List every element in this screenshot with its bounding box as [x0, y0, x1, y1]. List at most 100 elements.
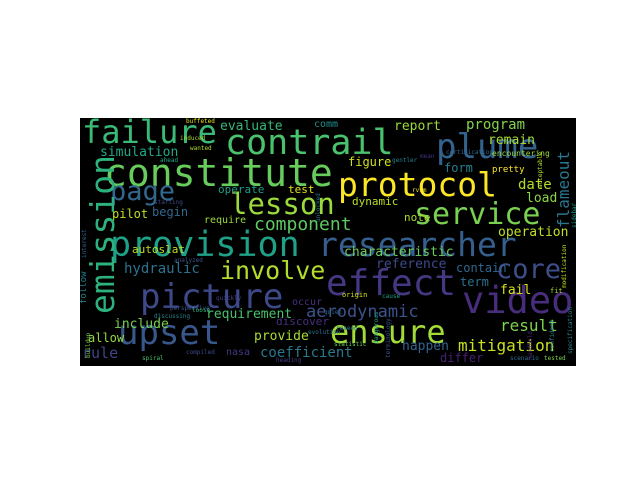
word-protocol: protocol: [338, 165, 497, 204]
word-analyzed: analyzed: [174, 257, 203, 264]
word-contrail: contrail: [225, 123, 394, 163]
word-cloud: failure contrail plume constitute protoc…: [80, 118, 576, 366]
word-requirement: requirement: [206, 307, 293, 322]
word-failure: failure: [82, 118, 217, 151]
word-loose: loose: [192, 307, 211, 314]
word-include: include: [114, 317, 169, 332]
word-interest: interest: [81, 229, 88, 258]
word-scenario: scenario: [510, 355, 539, 362]
word-modification: modification: [561, 244, 568, 288]
word-quickly: quickly: [216, 295, 242, 302]
word-spiral: spiral: [142, 355, 164, 362]
word-nasa: nasa: [226, 347, 251, 358]
word-tested: tested: [544, 355, 566, 362]
word-program: program: [466, 118, 526, 133]
word-discover: discover: [276, 315, 329, 328]
word-ensure: ensure: [330, 313, 446, 351]
word-researcher: researcher: [318, 225, 517, 264]
word-pilot: pilot: [112, 207, 149, 221]
word-dynamic: dynamic: [352, 195, 399, 208]
word-picture: picture: [140, 277, 284, 317]
word-upset: upset: [118, 313, 221, 353]
word-coefficient: coefficient: [260, 345, 353, 361]
word-characteristic: characteristic: [344, 245, 454, 260]
word-sidebar: sidebar: [571, 202, 576, 228]
word-lesson: lesson: [230, 187, 335, 221]
word-simulation: simulation: [100, 145, 179, 160]
word-aerodynamic: aerodynamic: [306, 302, 419, 322]
word-date: date: [518, 177, 552, 193]
word-confident: confident: [549, 319, 556, 352]
word-certification: certification: [446, 149, 493, 156]
word-buffeted: buffeted: [186, 118, 215, 125]
word-mean: mean: [420, 153, 435, 160]
word-fail: fail: [500, 283, 532, 298]
word-induced: induced: [180, 135, 206, 142]
word-test: test: [288, 183, 315, 196]
word-result: result: [500, 316, 558, 335]
word-rvsm: rvsm: [412, 187, 427, 194]
word-differ: differ: [440, 351, 484, 365]
word-dangerous: dangerous: [373, 311, 380, 344]
word-reference: reference: [376, 257, 447, 272]
word-service: service: [414, 197, 541, 232]
word-note: note: [404, 211, 431, 224]
word-provision: provision: [110, 225, 300, 265]
word-mitigation: mitigation: [458, 336, 555, 355]
word-specification: specification: [567, 307, 574, 354]
word-remain: remain: [488, 133, 535, 148]
word-hydraulic: hydraulic: [124, 261, 200, 277]
word-comm: comm: [314, 119, 339, 130]
word-operate: operate: [218, 183, 265, 196]
word-statistic: statistic: [334, 341, 367, 348]
word-compiled: compiled: [186, 349, 215, 356]
word-plume: plume: [436, 127, 539, 167]
word-require: require: [204, 215, 247, 226]
word-discussing: discussing: [154, 313, 191, 320]
word-quiet: quiet: [324, 309, 343, 316]
word-load: load: [526, 191, 558, 206]
word-operation: operation: [498, 225, 569, 240]
word-provide: provide: [254, 329, 309, 344]
word-happen: happen: [402, 339, 449, 354]
word-perspective: perspective: [170, 305, 210, 312]
word-emission: emission: [83, 155, 122, 314]
word-rule: rule: [82, 344, 119, 362]
word-wanted: wanted: [190, 145, 212, 152]
word-fit: fit: [550, 287, 563, 295]
word-report: report: [394, 119, 441, 134]
word-evaluate: evaluate: [220, 119, 283, 134]
word-gentler: gentler: [392, 157, 418, 164]
word-acceptable: acceptable: [537, 151, 544, 188]
word-evolution: evolution: [308, 329, 341, 336]
word-constitute: constitute: [104, 151, 333, 195]
word-handheld: handheld: [527, 331, 534, 360]
word-cause: cause: [382, 293, 401, 300]
word-autoslat: autoslat: [132, 243, 185, 256]
word-heading: heading: [276, 357, 302, 364]
word-page: page: [110, 176, 176, 207]
word-origin: origin: [342, 291, 368, 299]
word-starting: starting: [154, 199, 183, 206]
word-flameout: flameout: [554, 150, 573, 228]
word-unlocked: unlocked: [315, 193, 322, 222]
word-buildup: buildup: [85, 332, 92, 358]
word-begin: begin: [152, 205, 189, 219]
word-figure: figure: [348, 155, 392, 169]
word-involve: involve: [220, 256, 326, 285]
word-pretty: pretty: [492, 165, 525, 175]
word-form: form: [444, 161, 473, 175]
word-occur: occur: [292, 297, 323, 308]
word-effect: effect: [326, 263, 457, 304]
word-allow: allow: [88, 331, 125, 345]
word-core: core: [496, 254, 562, 285]
word-terminology: terminology: [385, 318, 392, 358]
word-follow: follow: [80, 271, 89, 304]
word-video: video: [462, 279, 574, 322]
word-reseed: reseed: [336, 325, 358, 332]
word-encountering: encountering: [492, 149, 550, 158]
word-contain: contain: [456, 261, 507, 275]
word-ahead: ahead: [160, 157, 179, 164]
word-component: component: [254, 214, 352, 235]
word-term: term: [460, 275, 489, 289]
